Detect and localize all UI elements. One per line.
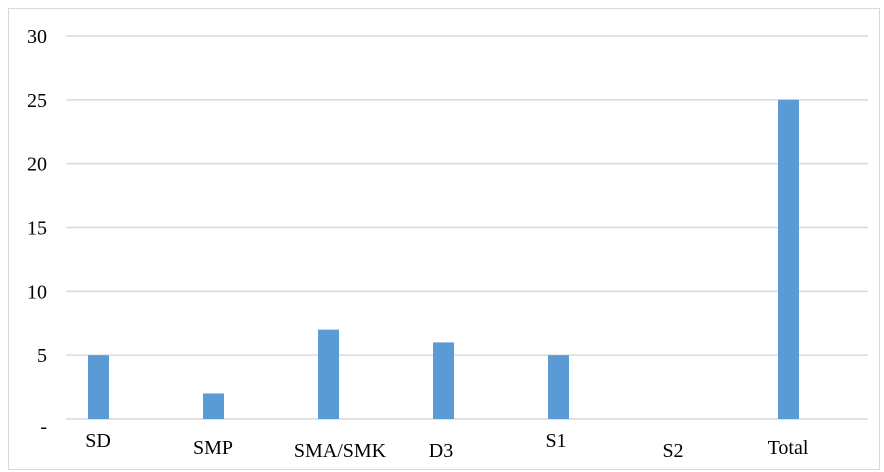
- y-tick-label: 25: [27, 90, 47, 112]
- bar-d3: [433, 342, 454, 419]
- bar-total: [778, 99, 799, 419]
- x-category-label: D3: [429, 440, 453, 462]
- bar-smp: [203, 393, 224, 419]
- x-category-label: S1: [545, 430, 566, 452]
- x-category-label: SD: [85, 430, 111, 452]
- x-category-label: SMA/SMK: [294, 440, 387, 462]
- x-axis-category-labels: SD SMP SMA/SMK D3 S1 S2 Total: [85, 430, 809, 462]
- x-category-label: SMP: [193, 437, 233, 459]
- bar-s1: [548, 355, 569, 419]
- y-tick-label: 20: [27, 154, 47, 176]
- gridlines: [66, 35, 868, 420]
- bar-sd: [88, 355, 109, 419]
- bar-sma-smk: [318, 329, 339, 419]
- y-tick-label: -: [40, 416, 47, 438]
- bars: [88, 99, 799, 419]
- x-category-label: Total: [768, 437, 809, 459]
- y-tick-label: 15: [27, 218, 47, 240]
- y-tick-label: 30: [27, 26, 47, 48]
- y-tick-label: 10: [27, 281, 47, 303]
- y-axis-tick-labels: 30 25 20 15 10 5 -: [27, 26, 47, 438]
- y-tick-label: 5: [37, 345, 47, 367]
- x-category-label: S2: [662, 440, 683, 462]
